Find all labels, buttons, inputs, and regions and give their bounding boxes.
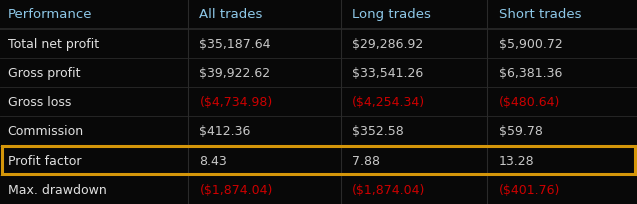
Text: Gross loss: Gross loss bbox=[8, 96, 71, 109]
Text: Performance: Performance bbox=[8, 8, 92, 21]
Text: Max. drawdown: Max. drawdown bbox=[8, 183, 106, 196]
Text: Commission: Commission bbox=[8, 125, 84, 138]
Text: ($4,254.34): ($4,254.34) bbox=[352, 96, 426, 109]
Text: $412.36: $412.36 bbox=[199, 125, 251, 138]
Text: Total net profit: Total net profit bbox=[8, 38, 99, 51]
Bar bbox=[2, 146, 635, 174]
Text: All trades: All trades bbox=[199, 8, 262, 21]
Text: ($1,874.04): ($1,874.04) bbox=[199, 183, 273, 196]
Text: $6,381.36: $6,381.36 bbox=[499, 67, 562, 80]
Text: $35,187.64: $35,187.64 bbox=[199, 38, 271, 51]
Text: $5,900.72: $5,900.72 bbox=[499, 38, 562, 51]
Text: ($480.64): ($480.64) bbox=[499, 96, 560, 109]
Text: 7.88: 7.88 bbox=[352, 154, 380, 167]
Text: ($401.76): ($401.76) bbox=[499, 183, 560, 196]
Text: $33,541.26: $33,541.26 bbox=[352, 67, 424, 80]
Text: $29,286.92: $29,286.92 bbox=[352, 38, 424, 51]
Text: $39,922.62: $39,922.62 bbox=[199, 67, 271, 80]
Text: ($4,734.98): ($4,734.98) bbox=[199, 96, 273, 109]
Text: $59.78: $59.78 bbox=[499, 125, 543, 138]
Text: Long trades: Long trades bbox=[352, 8, 431, 21]
Text: 13.28: 13.28 bbox=[499, 154, 534, 167]
Text: Short trades: Short trades bbox=[499, 8, 582, 21]
Text: Profit factor: Profit factor bbox=[8, 154, 81, 167]
Text: $352.58: $352.58 bbox=[352, 125, 404, 138]
Text: Gross profit: Gross profit bbox=[8, 67, 80, 80]
Text: ($1,874.04): ($1,874.04) bbox=[352, 183, 426, 196]
Text: 8.43: 8.43 bbox=[199, 154, 227, 167]
